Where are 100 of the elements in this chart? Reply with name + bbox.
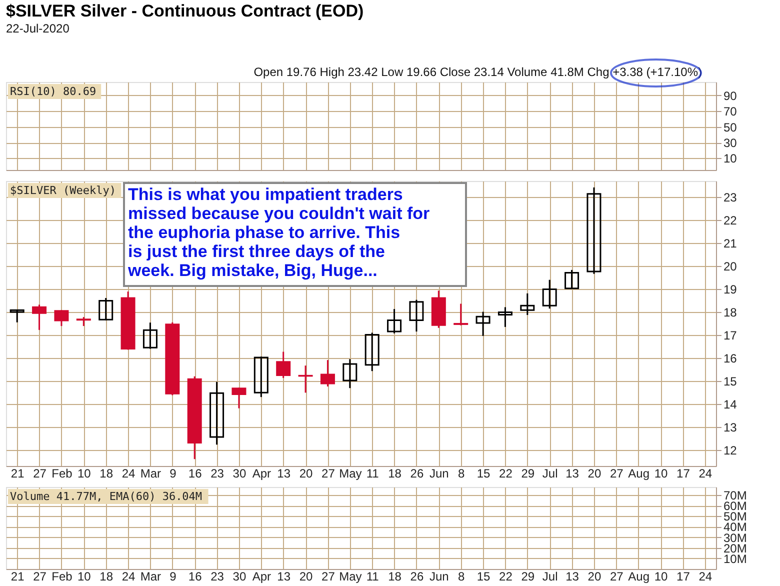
chart-title: Volume 41.77M, EMA(60) 36.04M [10,490,202,503]
x-tick-label: 30 [232,570,246,584]
x-tick-label: 17 [676,466,690,480]
candlestick [32,304,47,331]
x-tick-label: 17 [676,570,690,584]
x-tick-label: 26 [410,570,424,584]
x-tick-label: Aug [628,570,650,584]
x-tick-label: 20 [588,466,602,480]
x-tick-label: 24 [122,570,136,584]
candlestick [364,332,380,372]
candlestick [210,381,224,446]
candlestick [409,299,424,332]
annotation: RSI(10) 80.69 [10,85,96,98]
candlestick [54,309,69,327]
x-tick-label: 27 [322,570,336,584]
x-tick-label: Apr [252,466,271,480]
x-tick-label: 10 [77,466,92,480]
x-tick-label: 18 [388,466,402,480]
chart-title: $SILVER (Weekly) [10,184,116,197]
x-tick-label: 13 [277,466,291,480]
candlestick [142,322,158,350]
x-tick-label: 23 [210,570,224,584]
x-tick-label: 10 [654,466,668,480]
x-tick-label: Mar [140,466,162,480]
candlestick [586,186,602,275]
candlestick [298,364,313,394]
x-tick-label: 15 [476,570,491,584]
x-tick-label: 29 [521,570,535,584]
y-tick-label: 17 [724,328,738,342]
y-tick-label: 13 [724,420,738,434]
x-tick-label: Feb [52,466,73,480]
x-tick-label: May [339,466,362,480]
y-tick-label: 19 [724,282,738,297]
x-tick-label: 10 [654,570,668,584]
x-tick-label: 9 [170,570,177,584]
x-tick-label: 16 [188,570,202,584]
candlestick [387,308,402,334]
x-tick-label: 24 [698,466,712,480]
x-tick-label: Feb [52,570,73,584]
y-tick-label: 50 [724,120,738,134]
x-tick-label: 30 [232,466,246,480]
candlestick [276,351,291,379]
candlestick [454,302,468,326]
candlestick [98,297,114,322]
chart-subtitle: 22-Jul-2020 [6,22,70,36]
candlestick [232,386,246,410]
y-tick-label: 16 [724,351,738,366]
candlestick [320,359,335,388]
x-tick-label: 23 [210,466,224,480]
x-tick-label: 27 [610,466,624,480]
x-tick-label: 24 [122,466,136,480]
x-tick-label: 24 [698,570,712,584]
y-tick-label: 14 [724,397,738,412]
x-tick-label: 29 [521,466,535,480]
x-tick-label: May [339,570,362,584]
x-tick-label: 13 [566,570,580,584]
x-tick-label: 22 [499,570,513,584]
x-tick-label: Aug [628,466,650,480]
y-tick-label: 20 [724,260,738,274]
x-tick-label: Apr [252,570,271,584]
x-tick-label: 21 [10,466,25,480]
y-tick-label: 90 [724,88,738,103]
y-tick-label: 23 [724,190,738,205]
x-tick-label: 27 [322,466,336,480]
candlestick [476,311,490,337]
x-tick-label: 13 [277,570,291,584]
x-tick-label: Jul [542,466,558,480]
x-tick-label: 27 [33,570,47,584]
y-tick-label: 30 [724,136,738,150]
x-tick-label: 20 [588,570,602,584]
y-tick-label: 21 [724,236,738,251]
x-tick-label: 18 [100,570,114,584]
x-tick-label: 27 [610,570,624,584]
x-tick-label: 11 [366,570,380,584]
x-tick-label: 27 [33,466,47,480]
x-tick-label: 10 [77,570,92,584]
y-tick-label: 10 [724,152,738,166]
y-tick-label: 18 [724,306,738,320]
x-tick-label: 22 [499,466,513,480]
x-tick-label: 20 [299,570,314,584]
annotation: This is what you impatient traders missed because you couldn't wait for the euphoria phase to arrive. This is just the first three days of the week. Big mistake, Big, Huge... [127,185,430,280]
y-tick-label: 15 [724,374,738,388]
candlestick [542,279,557,310]
x-tick-label: 18 [100,466,114,480]
x-tick-label: Jun [429,570,449,584]
candlestick [254,356,268,398]
x-tick-label: 18 [388,570,402,584]
x-tick-label: 26 [410,466,424,480]
x-tick-label: 9 [170,466,177,480]
x-tick-label: Jul [542,570,558,584]
x-tick-label: 8 [458,466,465,480]
y-tick-label: 70 [724,104,738,119]
y-tick-label: 22 [724,214,738,228]
candlestick [10,308,24,324]
candlestick [564,269,580,290]
x-tick-label: 21 [10,570,25,584]
y-tick-label: 12 [724,443,738,458]
candlestick [342,358,358,389]
chart-title: $SILVER Silver - Continuous Contract (EOD) [6,2,364,20]
x-tick-label: 20 [299,466,314,480]
